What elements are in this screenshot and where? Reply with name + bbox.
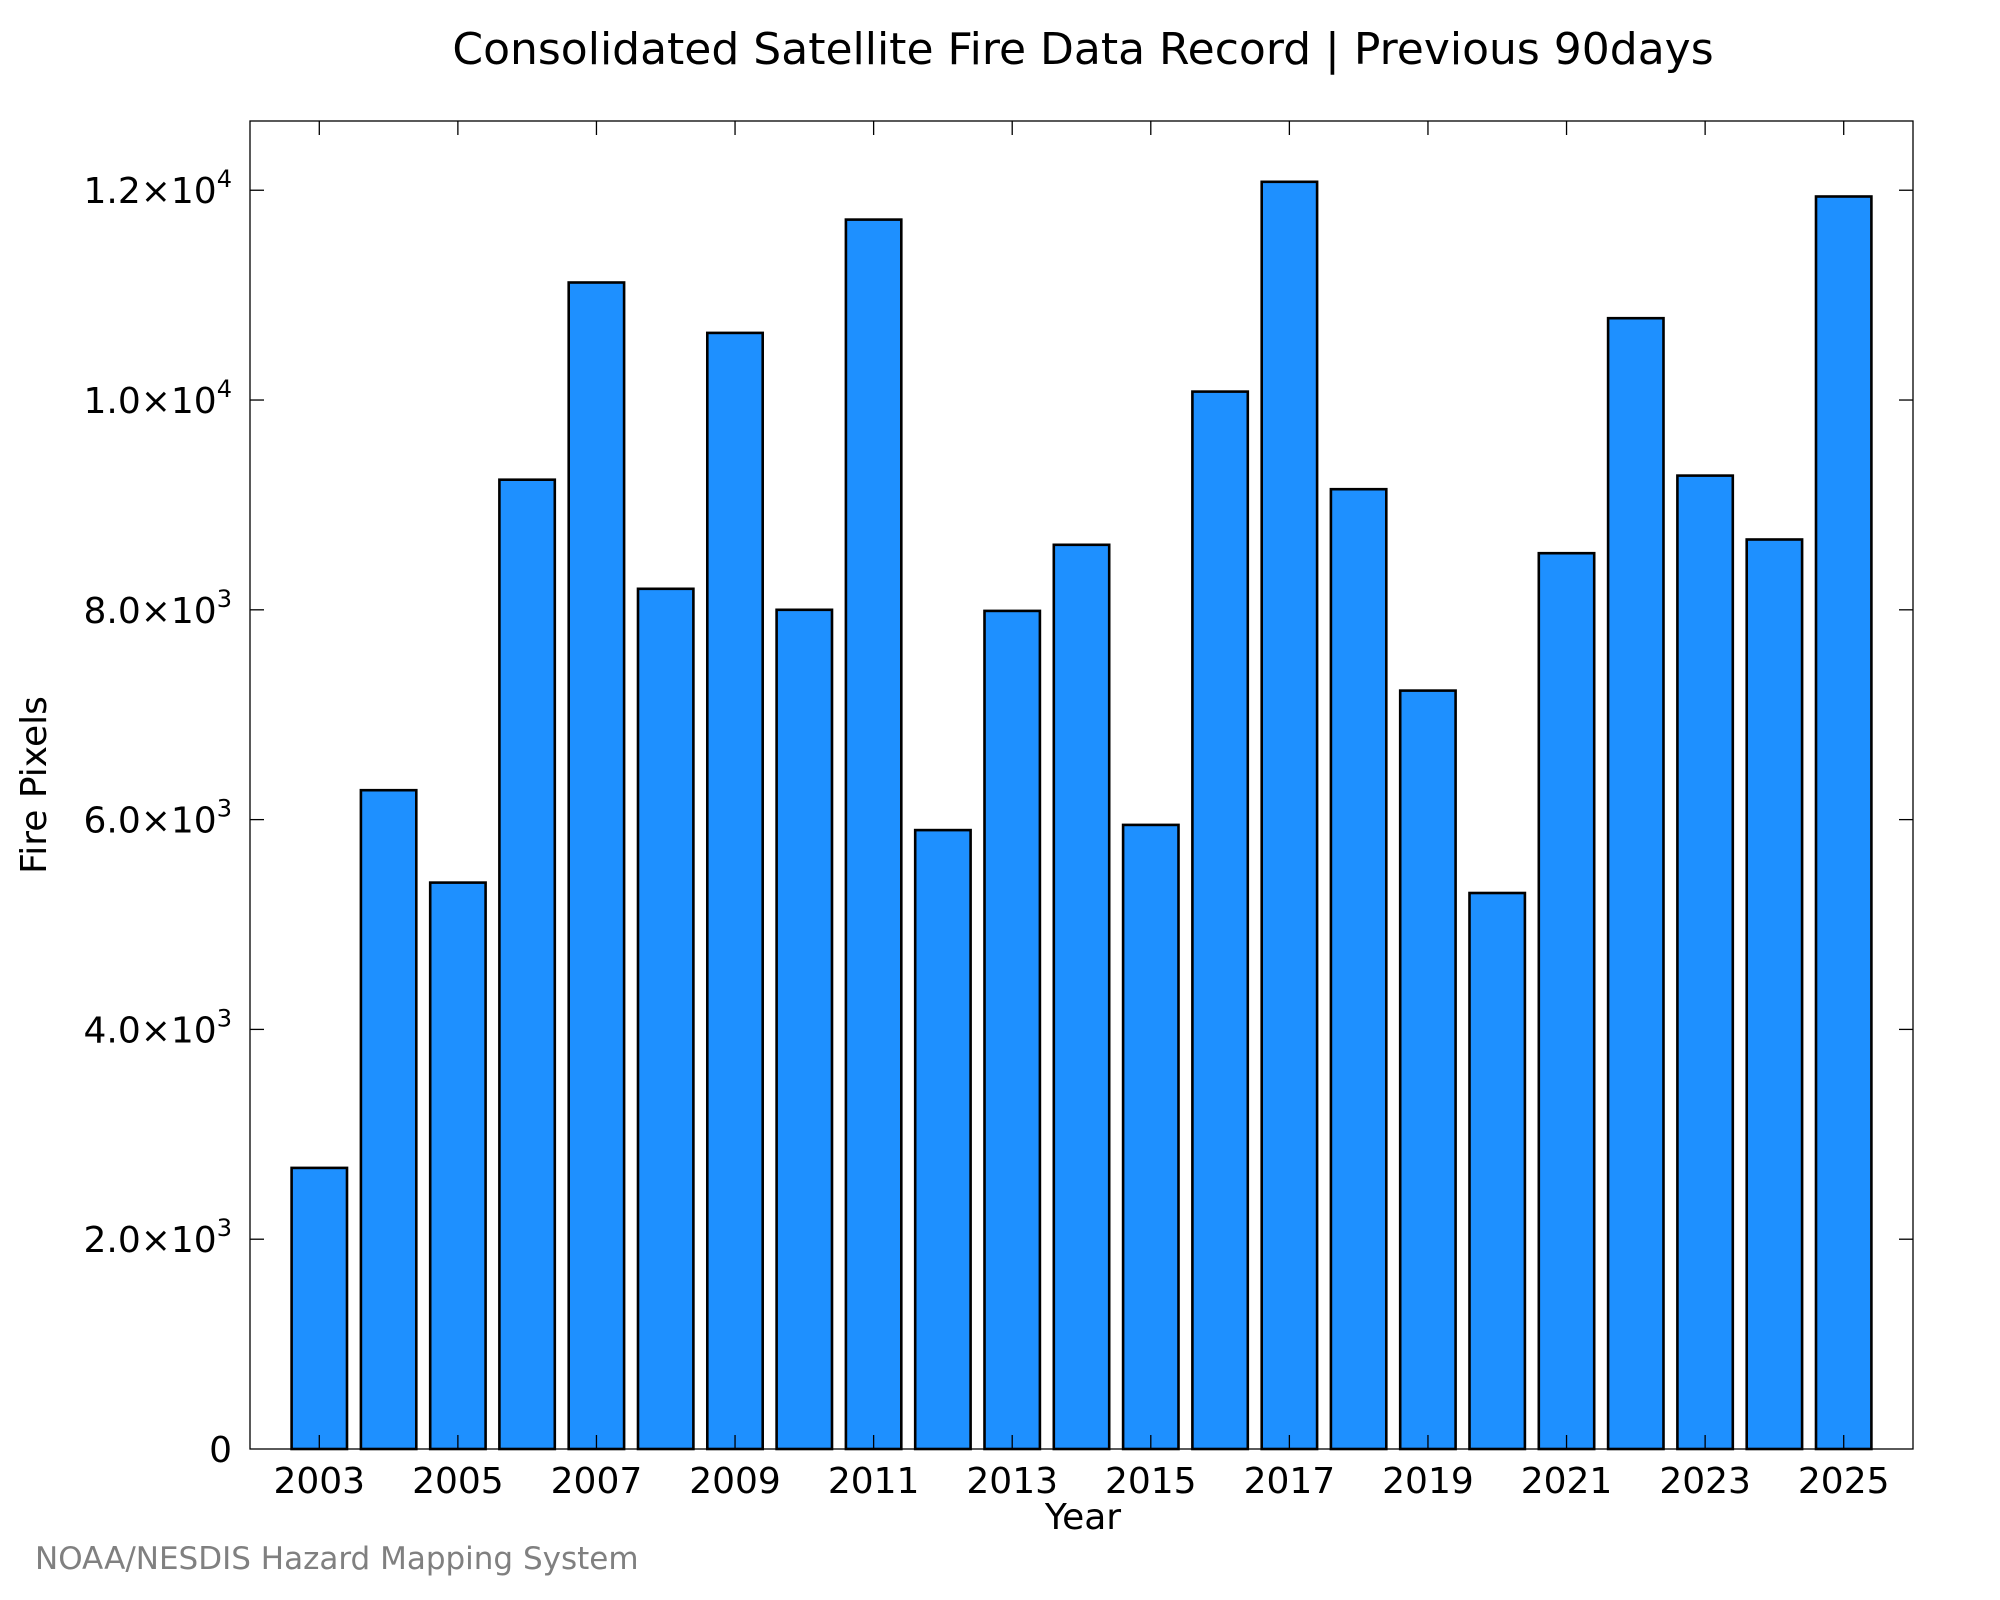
bar-2018 (1329, 487, 1388, 1451)
bar-2011 (844, 218, 903, 1451)
x-tick-label: 2009 (689, 1461, 781, 1502)
bar-2024 (1745, 538, 1804, 1451)
x-tick-label: 2017 (1244, 1461, 1336, 1502)
bar-2021 (1537, 551, 1596, 1451)
x-tick-label: 2023 (1659, 1461, 1751, 1502)
x-tick-label: 2005 (412, 1461, 504, 1502)
bar-2010 (775, 608, 834, 1451)
bar-2008 (636, 587, 695, 1451)
bar-2007 (567, 281, 626, 1451)
x-tick-label: 2025 (1798, 1461, 1890, 1502)
y-axis-label: Fire Pixels (14, 696, 55, 874)
x-tick-label: 2003 (273, 1461, 365, 1502)
bar-2012 (913, 828, 972, 1451)
bar-2019 (1398, 689, 1457, 1451)
y-tick-label: 2.0×103 (83, 1214, 232, 1261)
bar-2023 (1676, 474, 1735, 1451)
bar-2014 (1052, 543, 1111, 1451)
x-tick-label: 2013 (966, 1461, 1058, 1502)
x-tick-label: 2011 (828, 1461, 920, 1502)
y-ticks-group: 0 2.0×103 4.0×103 6.0×103 8.0×103 1.0×104 1.2×… (83, 165, 1913, 1471)
bar-2005 (428, 881, 487, 1451)
x-tick-label: 2021 (1521, 1461, 1613, 1502)
bar-2003 (290, 1166, 349, 1451)
x-axis-label: Year (1044, 1497, 1121, 1538)
bar-2013 (983, 609, 1042, 1451)
bar-2017 (1260, 180, 1319, 1451)
x-tick-label: 2019 (1382, 1461, 1474, 1502)
y-tick-label: 1.2×104 (83, 165, 232, 212)
bar-2009 (705, 331, 764, 1451)
y-tick-label: 6.0×103 (83, 795, 232, 842)
bars-group (290, 180, 1873, 1451)
bar-2022 (1606, 316, 1665, 1451)
x-ticks-group: 2003 2005 2007 2009 2011 2013 2015 2017 2019 2021… (273, 121, 1890, 1502)
y-tick-label: 4.0×103 (83, 1004, 232, 1051)
chart-title: Consolidated Satellite Fire Data Record … (452, 24, 1713, 75)
source-credit: NOAA/NESDIS Hazard Mapping System (35, 1541, 639, 1577)
y-tick-label: 8.0×103 (83, 585, 232, 632)
x-tick-label: 2015 (1105, 1461, 1197, 1502)
bar-2016 (1191, 390, 1250, 1451)
bar-2020 (1468, 891, 1527, 1451)
bar-2015 (1121, 823, 1180, 1451)
bar-2025 (1814, 195, 1873, 1451)
y-tick-label: 0 (209, 1430, 232, 1471)
x-tick-label: 2007 (551, 1461, 643, 1502)
bar-2004 (359, 788, 418, 1451)
bar-2006 (498, 478, 557, 1451)
y-tick-label: 1.0×104 (83, 375, 232, 422)
